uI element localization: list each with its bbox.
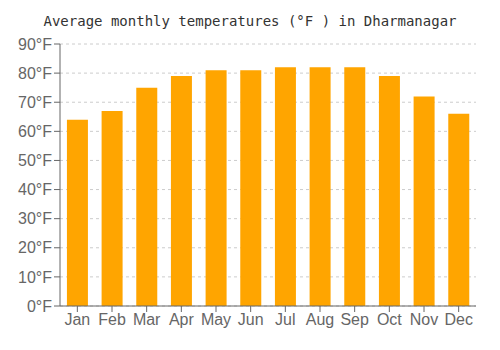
svg-text:40°F: 40°F — [18, 181, 52, 198]
svg-text:Jun: Jun — [238, 311, 264, 328]
svg-text:70°F: 70°F — [18, 94, 52, 111]
svg-text:Feb: Feb — [98, 311, 126, 328]
svg-text:10°F: 10°F — [18, 269, 52, 286]
svg-text:0°F: 0°F — [27, 298, 52, 315]
svg-text:Oct: Oct — [377, 311, 402, 328]
svg-text:60°F: 60°F — [18, 123, 52, 140]
svg-text:20°F: 20°F — [18, 239, 52, 256]
svg-text:50°F: 50°F — [18, 152, 52, 169]
svg-text:Jan: Jan — [64, 311, 90, 328]
svg-text:90°F: 90°F — [18, 36, 52, 53]
html-text:Average monthly temperatures (: Average monthly temperatures (°F ) in Dh… — [43, 13, 457, 29]
svg-text:Aug: Aug — [306, 311, 334, 328]
svg-text:May: May — [201, 311, 231, 328]
svg-text:Sep: Sep — [340, 311, 369, 328]
svg-text:30°F: 30°F — [18, 210, 52, 227]
svg-text:Apr: Apr — [169, 311, 195, 328]
svg-text:Dec: Dec — [444, 311, 472, 328]
svg-text:Jul: Jul — [275, 311, 295, 328]
svg-text:Mar: Mar — [133, 311, 161, 328]
svg-text:Nov: Nov — [410, 311, 438, 328]
svg-text:80°F: 80°F — [18, 65, 52, 82]
